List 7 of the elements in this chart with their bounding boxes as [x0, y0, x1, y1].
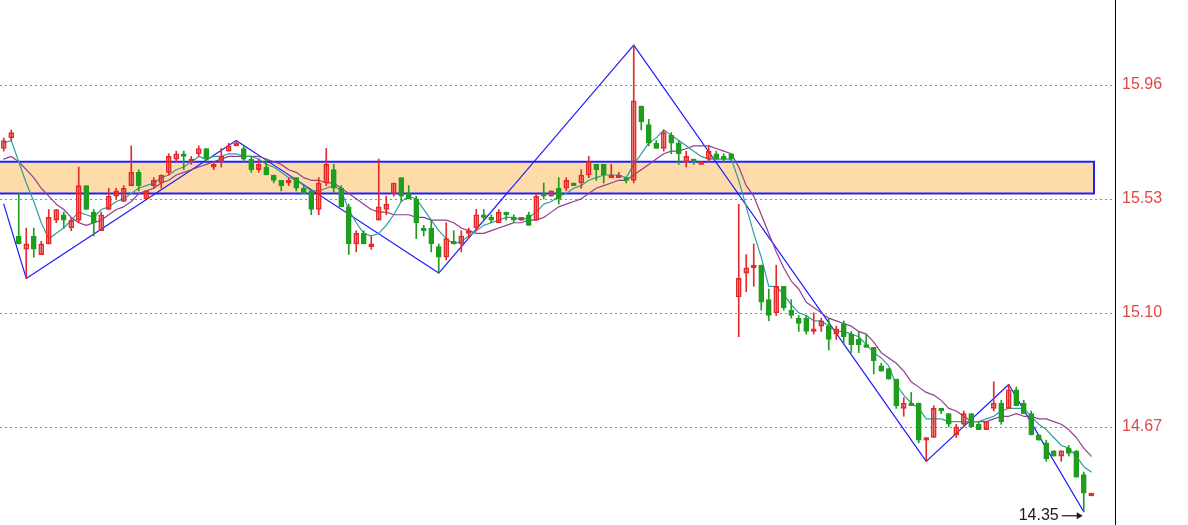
- y-tick-label: 14.67: [1122, 417, 1163, 435]
- y-tick-label: 15.10: [1122, 303, 1163, 321]
- y-tick-label: 15.53: [1122, 189, 1163, 207]
- y-tick-label: 15.96: [1122, 75, 1163, 93]
- candlestick: [180, 150, 187, 171]
- annotation: 14.35: [1018, 506, 1059, 524]
- candlestick: [15, 193, 22, 245]
